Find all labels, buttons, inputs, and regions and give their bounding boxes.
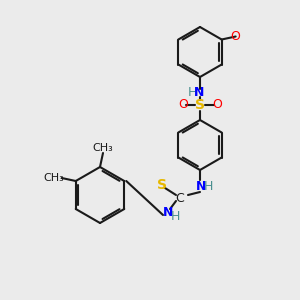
Text: CH₃: CH₃ <box>93 143 113 153</box>
Text: O: O <box>178 98 188 112</box>
Text: N: N <box>194 86 204 100</box>
Text: H: H <box>203 179 213 193</box>
Text: O: O <box>231 30 241 43</box>
Text: S: S <box>195 98 205 112</box>
Text: N: N <box>163 206 173 218</box>
Text: N: N <box>196 179 206 193</box>
Text: C: C <box>176 191 184 205</box>
Text: H: H <box>170 209 180 223</box>
Text: H: H <box>187 86 197 100</box>
Text: O: O <box>212 98 222 112</box>
Text: S: S <box>157 178 167 192</box>
Text: CH₃: CH₃ <box>44 173 64 183</box>
